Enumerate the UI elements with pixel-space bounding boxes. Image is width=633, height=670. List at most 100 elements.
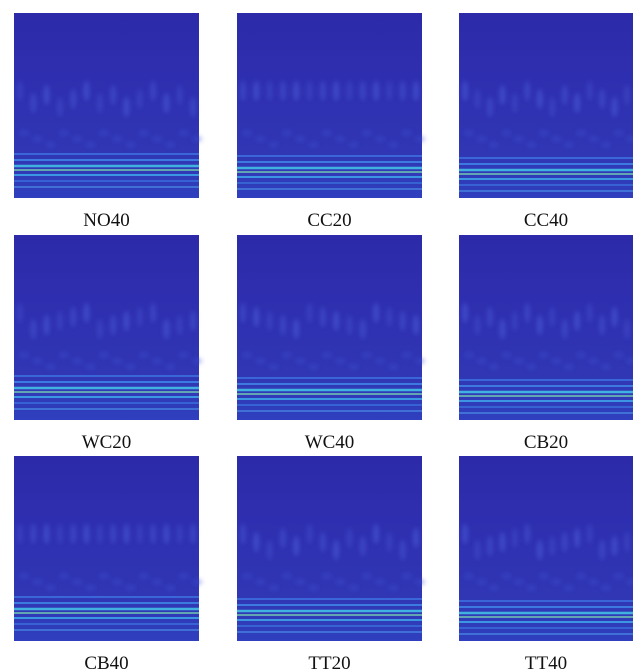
texture-blob [574,528,581,548]
texture-blob [346,528,353,548]
texture-blob [549,97,556,117]
texture-blob [192,579,202,585]
texture-blob [98,130,109,136]
texture-blob [361,573,372,579]
texture-blob [511,93,518,113]
texture-blob [319,81,326,101]
scalogram: CC40 [459,13,633,231]
texture-blob [30,319,37,339]
texture-blob [17,81,23,101]
texture-blob [486,536,493,556]
texture-blob [551,579,562,585]
texture-blob [359,81,366,101]
scalogram-texture [240,81,425,148]
texture-blob [401,573,412,579]
scalogram: NO40 [14,13,202,231]
texture-blob [399,311,406,331]
texture-blob [253,307,260,327]
texture-blob [295,358,306,364]
texture-blob [611,536,618,556]
texture-blob [295,579,306,585]
texture-blob [152,579,163,585]
texture-blob [190,311,196,331]
texture-blob [293,319,300,339]
texture-blob [415,136,425,142]
texture-blob [266,311,273,331]
texture-blob [563,364,574,370]
scalogram: TT20 [237,456,425,670]
texture-blob [30,93,37,113]
texture-blob [138,573,149,579]
texture-blob [538,573,549,579]
texture-blob [601,142,612,148]
texture-blob [56,97,63,117]
texture-blob [110,315,117,335]
texture-blob [474,89,481,109]
texture-blob [110,85,117,105]
texture-blob [306,81,313,101]
texture-blob [563,142,574,148]
texture-blob [561,85,568,105]
texture-blob [511,528,518,548]
texture-blob [136,524,143,544]
texture-blob [112,579,123,585]
texture-blob [415,358,425,364]
texture-blob [613,352,624,358]
texture-blob [375,136,386,142]
texture-blob [474,315,481,335]
texture-blob [268,142,279,148]
texture-blob [386,532,393,552]
texture-blob [242,352,252,358]
texture-blob [333,540,340,560]
texture-blob [386,81,393,101]
texture-blob [499,319,506,339]
texture-blob [266,81,273,101]
texture-blob [373,303,380,323]
panel-label: CC40 [524,210,568,231]
scalogram-texture [240,524,425,591]
texture-blob [574,93,581,113]
texture-blob [293,81,300,101]
texture-blob [150,81,157,101]
texture-blob [499,85,506,105]
texture-blob [551,358,562,364]
texture-blob [165,142,176,148]
texture-blob [17,524,23,544]
scalogram-texture [240,303,425,370]
texture-blob [348,364,359,370]
texture-blob [488,585,499,591]
texture-blob [43,315,50,335]
texture-blob [293,536,300,556]
scalogram-texture [462,81,633,148]
texture-blob [58,573,69,579]
texture-blob [72,579,83,585]
texture-blob [626,579,633,585]
texture-blob [601,364,612,370]
texture-blob [255,579,266,585]
texture-blob [586,303,593,323]
texture-blob [306,303,313,323]
texture-blob [242,573,252,579]
texture-blob [526,142,537,148]
texture-blob [626,358,633,364]
texture-blob [524,524,531,544]
texture-blob [513,579,524,585]
texture-blob [501,352,512,358]
texture-blob [375,579,386,585]
texture-blob [85,142,96,148]
texture-blob [462,81,468,101]
texture-blob [190,524,196,544]
texture-blob [279,528,286,548]
texture-blob [85,585,96,591]
texture-blob [413,315,419,335]
texture-blob [152,136,163,142]
texture-blob [43,524,50,544]
texture-blob [375,358,386,364]
texture-blob [413,81,419,101]
texture-blob [125,585,136,591]
texture-blob [19,352,29,358]
texture-blob [176,524,183,544]
scalogram-texture [462,524,633,591]
panel-label: NO40 [83,210,129,231]
texture-blob [464,573,474,579]
